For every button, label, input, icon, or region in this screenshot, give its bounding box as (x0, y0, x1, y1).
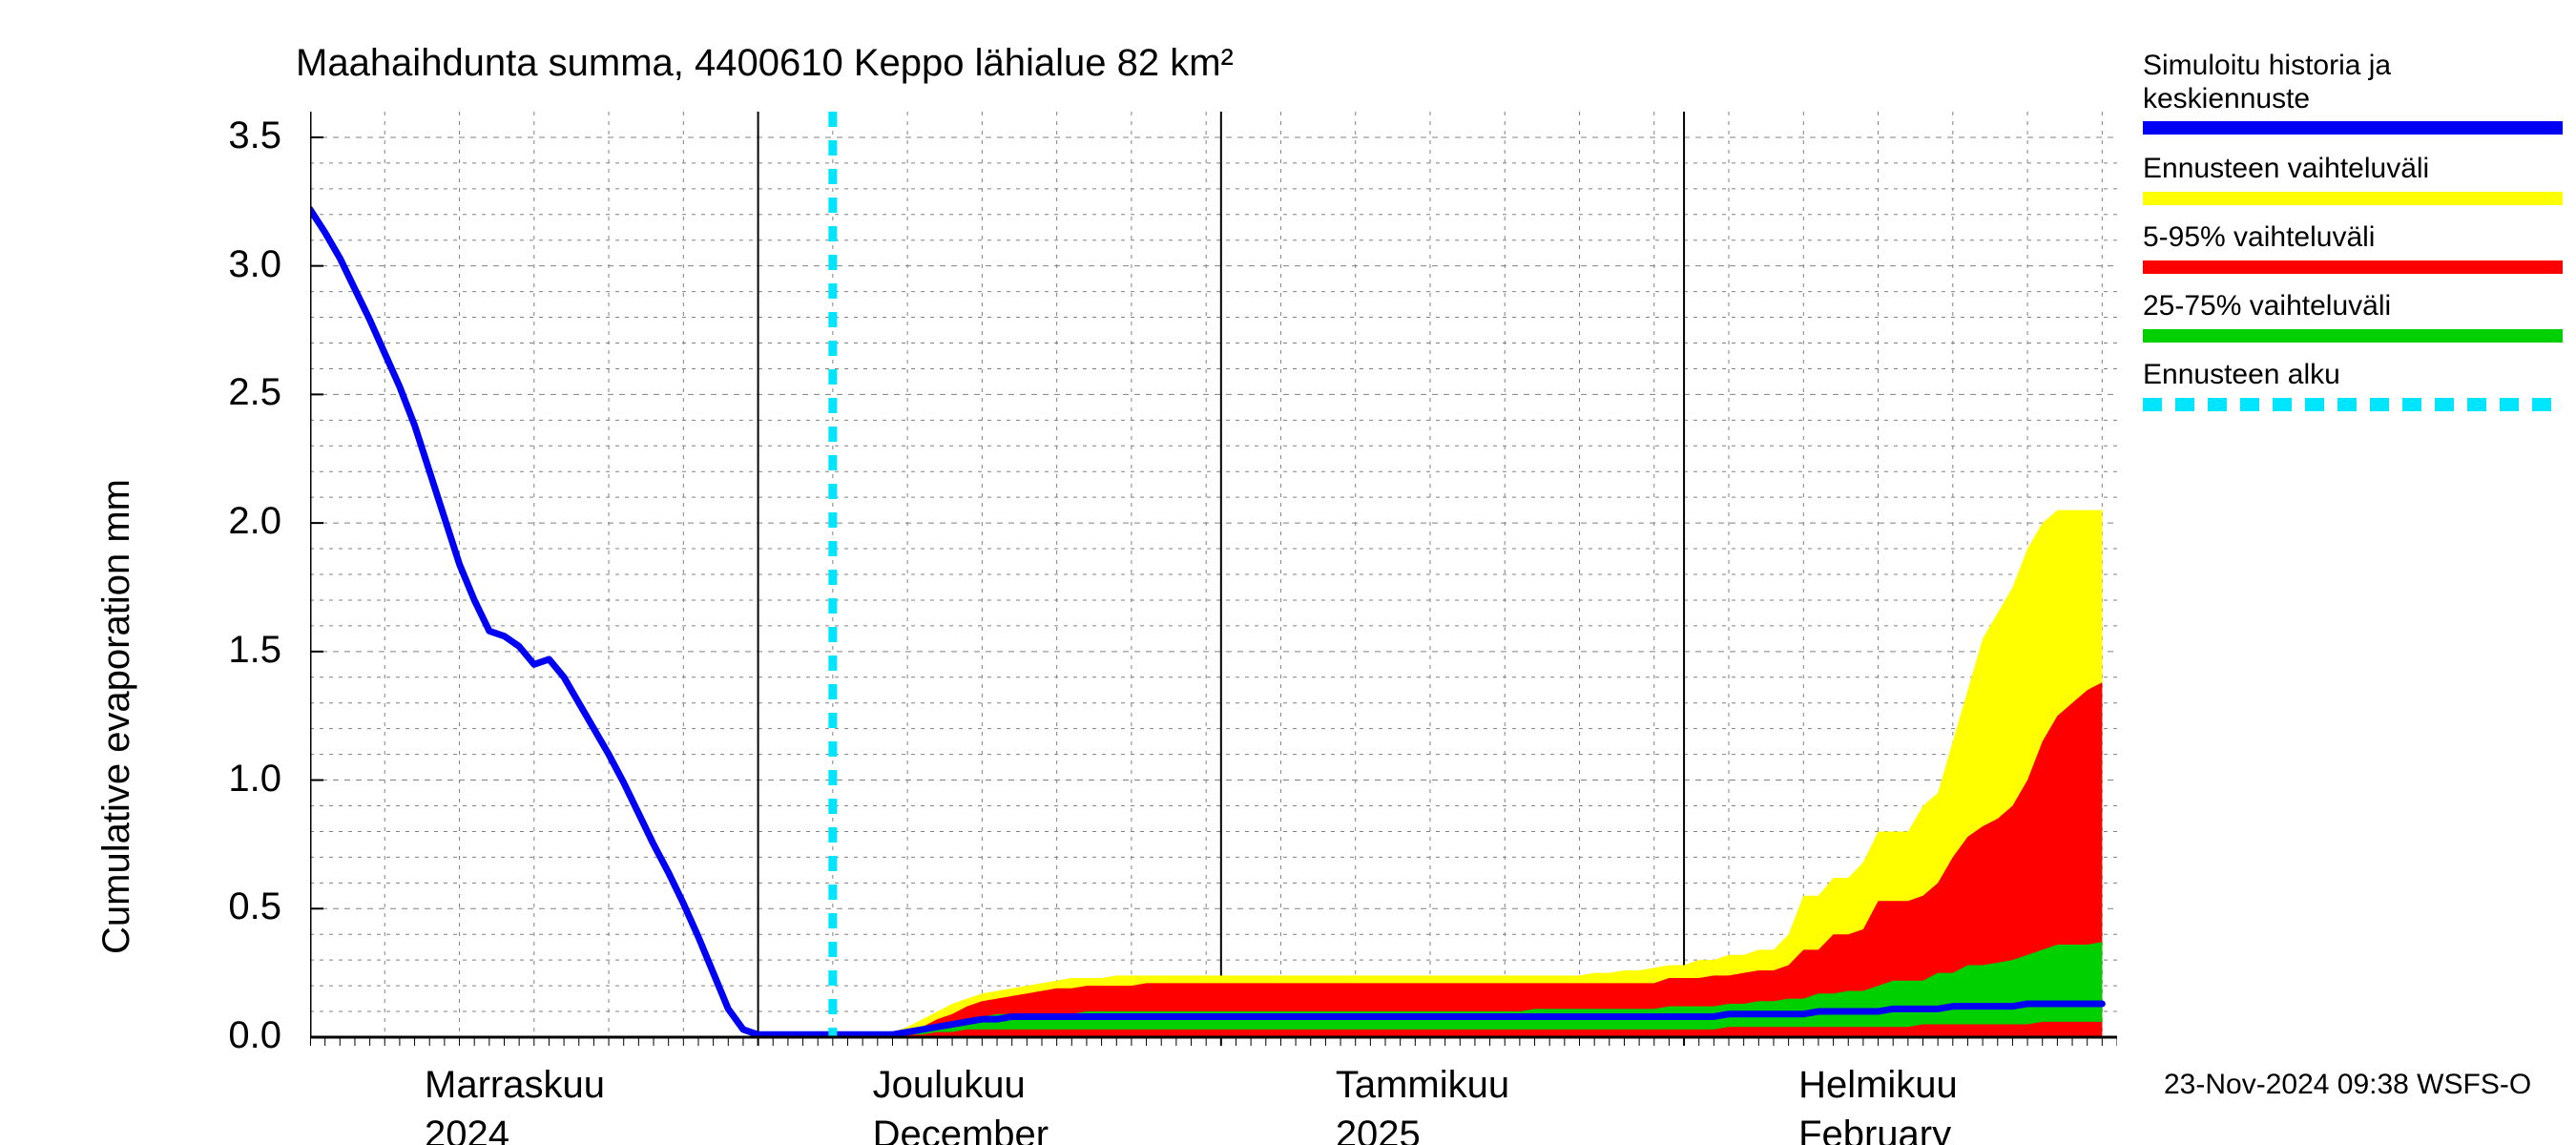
legend-label: Ennusteen alku (2143, 359, 2563, 392)
legend-item: Ennusteen vaihteluväli (2143, 153, 2563, 205)
legend-item: Simuloitu historia ja keskiennuste (2143, 50, 2563, 135)
x-month-label-line1: Marraskuu (425, 1060, 605, 1110)
legend-label: Simuloitu historia ja keskiennuste (2143, 50, 2563, 115)
x-month-label: Marraskuu2024 (425, 1060, 605, 1145)
x-month-label-line2: December (873, 1110, 1049, 1145)
x-month-label-line1: Joulukuu (873, 1060, 1049, 1110)
legend-label: 5-95% vaihteluväli (2143, 221, 2563, 255)
y-tick-label: 0.0 (167, 1014, 281, 1057)
chart-title: Maahaihdunta summa, 4400610 Keppo lähial… (296, 42, 1234, 85)
y-tick-label: 1.0 (167, 758, 281, 801)
y-tick-label: 2.5 (167, 371, 281, 414)
x-month-label-line1: Helmikuu (1798, 1060, 1958, 1110)
chart-plot (310, 111, 2117, 1046)
legend-item: 5-95% vaihteluväli (2143, 221, 2563, 274)
legend-swatch (2143, 329, 2563, 343)
legend-swatch (2143, 260, 2563, 274)
x-month-label: JoulukuuDecember (873, 1060, 1049, 1145)
y-tick-label: 2.0 (167, 500, 281, 543)
x-month-label: HelmikuuFebruary (1798, 1060, 1958, 1145)
x-month-label-line2: 2024 (425, 1110, 605, 1145)
y-axis-label: Cumulative evaporation mm (95, 479, 138, 954)
y-tick-label: 3.0 (167, 243, 281, 286)
legend-label: Ennusteen vaihteluväli (2143, 153, 2563, 186)
x-month-label-line2: February (1798, 1110, 1958, 1145)
x-month-label-line1: Tammikuu (1336, 1060, 1509, 1110)
x-month-label: Tammikuu2025 (1336, 1060, 1509, 1145)
legend-swatch (2143, 398, 2563, 411)
timestamp-footer: 23-Nov-2024 09:38 WSFS-O (2164, 1069, 2531, 1101)
y-tick-label: 1.5 (167, 629, 281, 672)
y-tick-label: 0.5 (167, 885, 281, 928)
legend-item: Ennusteen alku (2143, 359, 2563, 411)
legend-label: 25-75% vaihteluväli (2143, 290, 2563, 323)
legend-item: 25-75% vaihteluväli (2143, 290, 2563, 343)
legend-swatch (2143, 192, 2563, 205)
y-tick-label: 3.5 (167, 114, 281, 157)
x-month-label-line2: 2025 (1336, 1110, 1509, 1145)
legend-swatch (2143, 121, 2563, 135)
